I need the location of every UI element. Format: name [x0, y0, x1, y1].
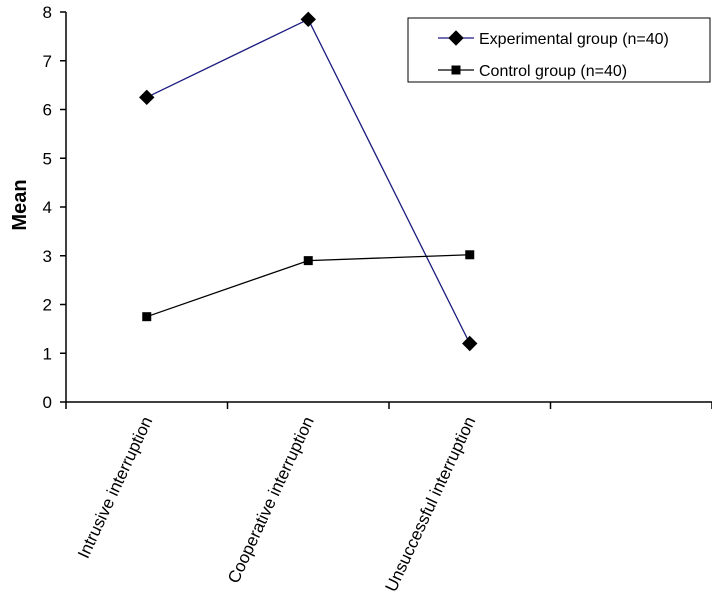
data-point	[465, 250, 475, 260]
legend-marker	[451, 65, 461, 75]
y-tick-label: 2	[43, 296, 52, 315]
y-tick-label: 7	[43, 52, 52, 71]
data-point	[139, 89, 155, 106]
series-layer	[139, 11, 478, 352]
x-category-label: Intrusive interruption	[74, 414, 156, 562]
legend-label: Control group (n=40)	[479, 63, 627, 80]
x-axis-ticks: Intrusive interruption Cooperative interr…	[65, 402, 712, 595]
y-tick-label: 5	[43, 149, 52, 168]
legend-marker	[448, 30, 464, 46]
y-tick-label: 8	[43, 3, 52, 22]
data-point	[303, 256, 313, 266]
data-point	[142, 312, 152, 322]
legend: Experimental group (n=40) Control group (…	[407, 17, 711, 83]
y-tick-label: 1	[43, 344, 52, 363]
y-tick-label: 6	[43, 101, 52, 120]
y-axis-ticks: 0 1 2 3 4 5 6 7 8	[43, 3, 66, 412]
x-category-label: Cooperative interruption	[224, 414, 318, 586]
legend-label: Experimental group (n=40)	[479, 31, 669, 48]
x-category-label: Unsuccessful interruption	[381, 414, 479, 595]
y-tick-label: 3	[43, 247, 52, 266]
data-point	[462, 335, 478, 352]
y-axis-title: Mean	[9, 179, 31, 230]
y-tick-label: 0	[43, 393, 52, 412]
series-experimental	[139, 11, 478, 352]
y-tick-label: 4	[43, 198, 52, 217]
data-point	[300, 11, 316, 28]
series-control	[142, 250, 475, 322]
